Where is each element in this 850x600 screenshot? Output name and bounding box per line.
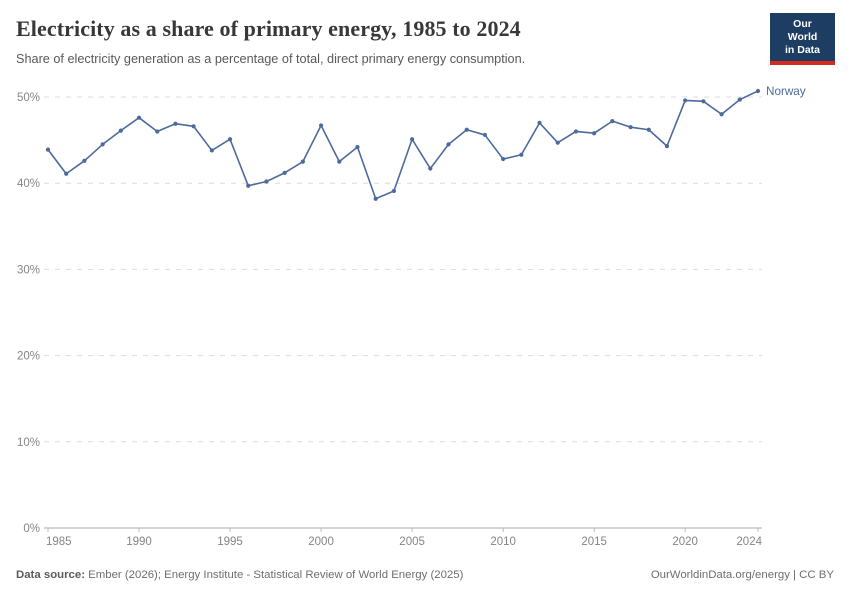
chart-title: Electricity as a share of primary energy… [16,16,521,41]
data-point[interactable] [464,127,469,132]
x-axis-label: 1995 [217,536,243,548]
owid-logo-line1: Our World [787,18,818,43]
series-line[interactable] [47,90,759,200]
data-point[interactable] [246,183,251,188]
data-point[interactable] [64,171,69,176]
data-point[interactable] [227,137,233,142]
y-axis-label: 40% [17,178,40,190]
data-point[interactable] [737,97,742,102]
series-label: Norway [766,85,806,98]
data-point[interactable] [173,121,178,126]
data-point[interactable] [100,142,105,147]
data-point[interactable] [82,158,87,163]
x-axis-label: 2010 [490,536,516,548]
y-axis-label: 30% [17,264,40,276]
data-point[interactable] [519,152,524,157]
x-axis-label: 1985 [46,536,72,548]
data-point[interactable] [282,170,287,175]
owid-logo-line2: in Data [784,44,820,56]
data-point[interactable] [482,132,488,138]
data-point[interactable] [555,140,560,145]
data-point[interactable] [428,166,433,171]
data-point[interactable] [136,115,142,120]
x-axis-label: 2024 [736,536,762,548]
x-axis-label: 2015 [581,536,607,548]
data-source-note: Data source: Ember (2026); Energy Instit… [16,569,463,581]
data-point[interactable] [573,129,579,134]
y-axis-label: 10% [17,437,40,449]
data-point[interactable] [446,142,451,147]
data-point[interactable] [373,196,378,201]
data-point[interactable] [501,156,506,162]
data-point[interactable] [701,99,706,104]
x-axis-label: 2005 [399,536,425,548]
data-point[interactable] [155,129,160,134]
data-point[interactable] [592,131,597,136]
y-axis-label: 20% [17,351,40,363]
chart-subtitle: Share of electricity generation as a per… [16,52,526,66]
data-point[interactable] [755,88,761,94]
x-axis-label: 2000 [308,536,334,548]
chart-footer: Data source: Ember (2026); Energy Instit… [16,569,834,581]
data-point[interactable] [300,159,305,164]
y-axis-label: 50% [17,92,40,104]
data-point[interactable] [719,112,724,117]
data-point[interactable] [628,125,633,130]
y-axis-label: 0% [23,523,40,535]
data-point[interactable] [318,123,324,128]
data-point[interactable] [646,127,651,132]
owid-logo: Our World in Data [770,13,835,65]
data-source-label: Data source: [16,569,86,581]
data-point[interactable] [118,128,123,133]
data-point[interactable] [664,144,670,149]
data-point[interactable] [537,120,542,125]
data-point[interactable] [683,98,688,103]
data-point[interactable] [191,124,196,129]
data-source-text: Ember (2026); Energy Institute - Statist… [85,569,464,581]
x-axis-label: 2020 [672,536,698,548]
credit-link[interactable]: OurWorldinData.org/energy | CC BY [650,569,834,581]
data-point[interactable] [610,119,615,124]
data-point[interactable] [264,179,269,184]
data-point[interactable] [410,137,415,142]
data-point[interactable] [391,188,396,194]
data-point[interactable] [355,144,360,150]
data-point[interactable] [209,148,214,153]
x-axis-label: 1990 [126,536,152,548]
data-point[interactable] [337,159,342,164]
data-point[interactable] [45,147,51,152]
